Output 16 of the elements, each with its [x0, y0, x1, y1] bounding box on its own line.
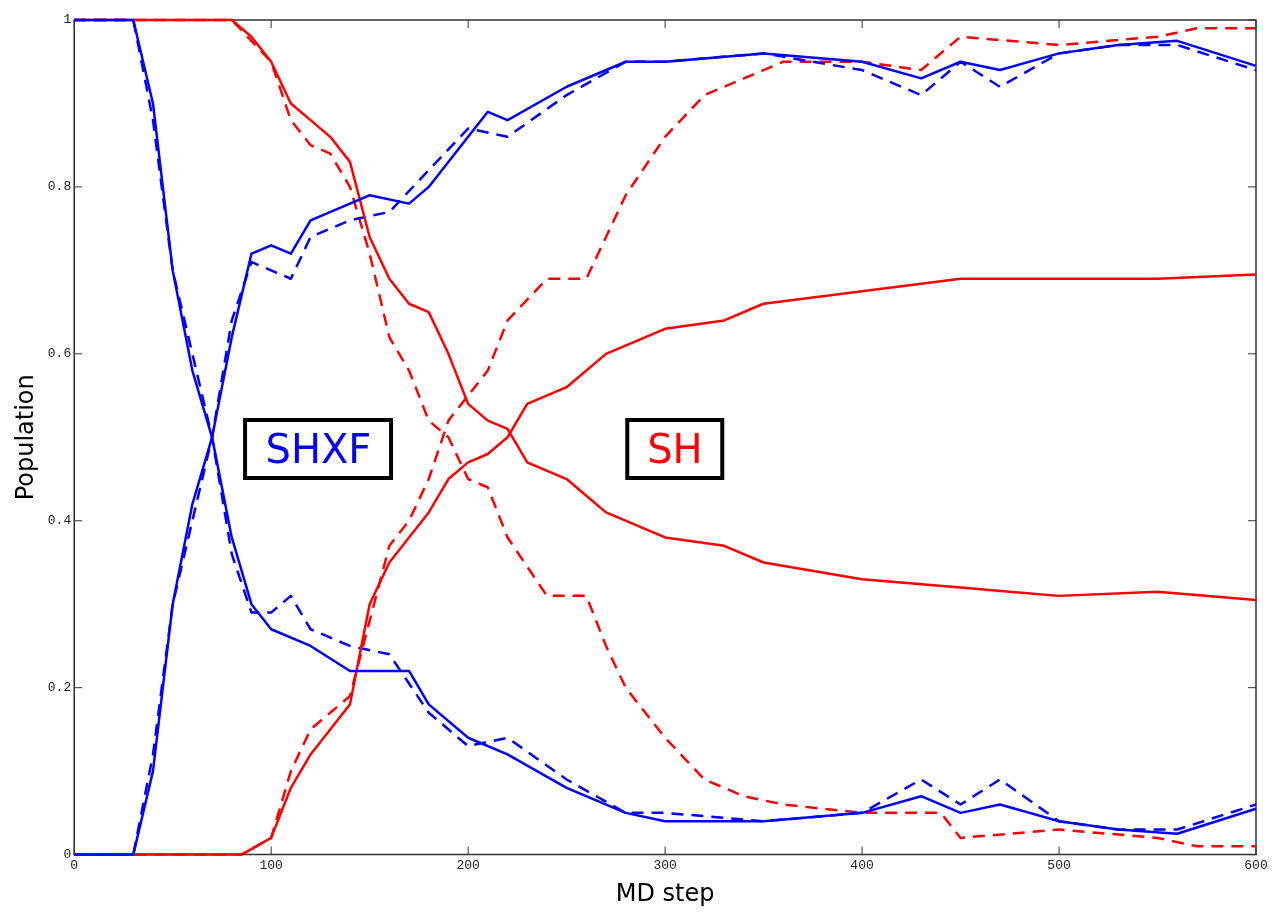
- x-tick-label: 200: [456, 857, 480, 873]
- x-tick-label: 100: [259, 857, 283, 873]
- x-tick-label: 600: [1244, 857, 1268, 873]
- y-tick-label: 0.6: [47, 346, 72, 362]
- y-tick-label: 0: [63, 847, 72, 863]
- x-tick-label: 300: [653, 857, 677, 873]
- x-axis-title: MD step: [615, 878, 715, 907]
- x-tick-label: 500: [1047, 857, 1071, 873]
- series-label: SH: [625, 417, 725, 480]
- y-tick-label: 1: [63, 12, 72, 28]
- y-tick-label: 0.2: [47, 680, 72, 696]
- y-tick-label: 0.8: [47, 179, 72, 195]
- x-tick-label: 400: [850, 857, 874, 873]
- y-axis-title: Population: [10, 374, 39, 501]
- y-tick-label: 0.4: [47, 513, 72, 529]
- series-label: SHXF: [243, 417, 394, 480]
